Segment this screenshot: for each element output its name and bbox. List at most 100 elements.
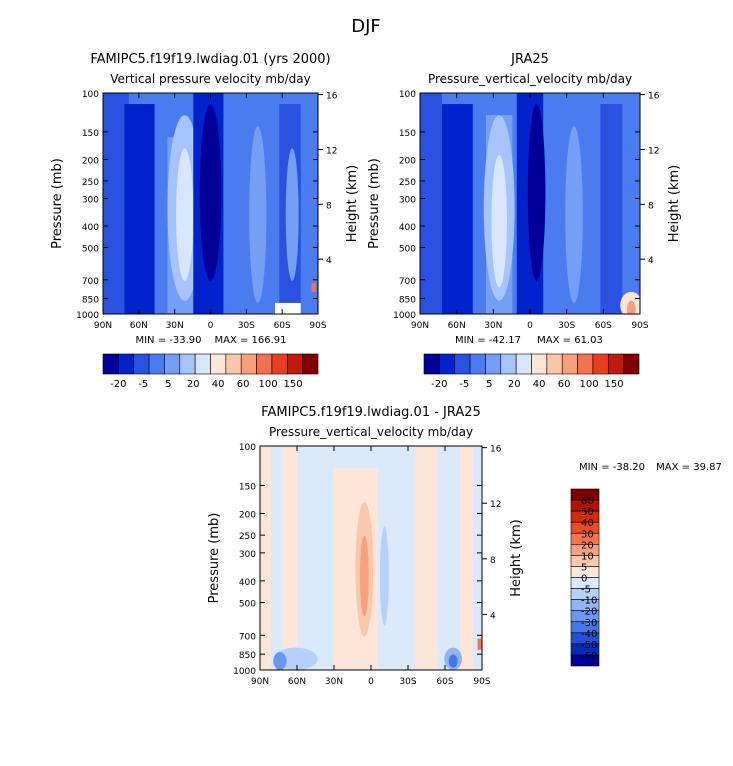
colorbar-label: 150 xyxy=(283,379,302,390)
colorbar-swatch xyxy=(302,353,319,375)
y-tick-label: 1000 xyxy=(393,311,416,321)
x-tick-label: 90N xyxy=(411,321,429,331)
min-label: MIN = -38.20 xyxy=(579,462,645,473)
contour-region xyxy=(282,446,298,670)
colorbar-label: 20 xyxy=(508,379,521,390)
contour-region xyxy=(359,535,369,617)
colorbar-label: 40 xyxy=(533,379,546,390)
y-tick-label: 100 xyxy=(399,90,416,100)
chart-subtitle: Vertical pressure velocity mb/day xyxy=(110,72,311,86)
x-tick-label: 30N xyxy=(484,321,502,331)
colorbar-label: 100 xyxy=(580,379,599,390)
y2-tick-label: 4 xyxy=(648,256,654,266)
y-tick-label: 150 xyxy=(82,129,99,139)
chart-title: FAMIPC5.f19f19.lwdiag.01 - JRA25 xyxy=(261,405,481,420)
colorbar-swatch xyxy=(286,353,303,375)
colorbar-label: 40 xyxy=(581,518,594,529)
y-tick-label: 100 xyxy=(239,443,256,453)
colorbar-label: 40 xyxy=(212,379,225,390)
y-tick-label: 300 xyxy=(239,550,256,560)
min-label: MIN = -33.90 xyxy=(135,335,201,346)
contour-region xyxy=(124,104,155,314)
x-tick-label: 90S xyxy=(309,321,326,331)
y-tick-label: 250 xyxy=(399,178,416,188)
x-tick-label: 60N xyxy=(448,321,466,331)
colorbar-label: -20 xyxy=(110,379,126,390)
x-tick-label: 30S xyxy=(238,321,255,331)
contour-region xyxy=(600,104,623,314)
y2-tick-label: 12 xyxy=(326,146,337,156)
colorbar-label: -40 xyxy=(581,629,597,640)
colorbar-label: -5 xyxy=(138,379,148,390)
x-tick-label: 30N xyxy=(325,677,343,687)
y-tick-label: 400 xyxy=(82,223,99,233)
x-tick-label: 30S xyxy=(399,677,416,687)
y-tick-label: 850 xyxy=(399,295,416,305)
colorbar-swatch xyxy=(164,353,181,375)
colorbar-label: 20 xyxy=(581,540,594,551)
x-tick-label: 60S xyxy=(274,321,291,331)
colorbar-label: 60 xyxy=(581,496,594,507)
x-tick-label: 90N xyxy=(94,321,112,331)
x-tick-label: 30S xyxy=(558,321,575,331)
chart-subtitle: Pressure_vertical_velocity mb/day xyxy=(269,425,473,439)
colorbar: -20 -5 5 20 40 60 100 150 xyxy=(102,353,319,390)
contour-region xyxy=(448,654,458,668)
chart-diff: FAMIPC5.f19f19.lwdiag.01 - JRA25 Pressure… xyxy=(207,405,722,687)
colorbar-swatch xyxy=(607,353,624,375)
y-tick-label: 400 xyxy=(239,578,256,588)
contour-region xyxy=(527,104,546,281)
x-tick-label: 0 xyxy=(368,677,374,687)
chart-title: JRA25 xyxy=(510,52,549,67)
colorbar-swatch xyxy=(210,353,227,375)
colorbar-swatch xyxy=(179,353,196,375)
colorbar-label: 60 xyxy=(558,379,571,390)
contour-region xyxy=(459,446,474,670)
y2-tick-label: 8 xyxy=(490,556,496,566)
contour-region xyxy=(260,446,272,670)
y2-tick-label: 16 xyxy=(648,92,660,102)
contour-region xyxy=(176,148,194,281)
contour-region xyxy=(249,126,267,303)
y2-axis-label: Height (km) xyxy=(509,519,524,596)
x-tick-label: 30N xyxy=(166,321,184,331)
x-tick-label: 0 xyxy=(208,321,214,331)
y-tick-label: 700 xyxy=(399,277,416,287)
contour-region xyxy=(227,119,250,314)
colorbar-swatch xyxy=(454,353,471,375)
y-tick-label: 200 xyxy=(239,510,256,520)
chart-subtitle: Pressure_vertical_velocity mb/day xyxy=(428,72,632,86)
field-model xyxy=(103,93,318,314)
y2-tick-label: 4 xyxy=(326,256,332,266)
y-tick-label: 850 xyxy=(82,295,99,305)
contour-region xyxy=(565,126,583,303)
colorbar-swatch xyxy=(469,353,486,375)
contour-region xyxy=(199,104,222,281)
colorbar-swatch xyxy=(439,353,456,375)
y-tick-label: 500 xyxy=(82,244,99,254)
colorbar-swatch xyxy=(423,353,440,375)
colorbar-label: -60 xyxy=(581,651,597,662)
contour-region xyxy=(491,154,507,288)
colorbar-label: -20 xyxy=(431,379,447,390)
colorbar-label: 30 xyxy=(581,529,594,540)
x-tick-label: 60S xyxy=(595,321,612,331)
colorbar-label: 5 xyxy=(581,562,587,573)
y2-tick-label: 4 xyxy=(490,611,496,621)
contour-region xyxy=(626,300,636,314)
field-diff xyxy=(260,446,482,670)
y-tick-label: 250 xyxy=(239,532,256,542)
colorbar-label: -5 xyxy=(581,585,591,596)
colorbar-swatch xyxy=(515,353,532,375)
colorbar-swatch xyxy=(133,353,150,375)
y2-axis-label: Height (km) xyxy=(345,165,360,242)
colorbar-label: -10 xyxy=(581,596,597,607)
colorbar-swatch xyxy=(256,353,273,375)
y-tick-label: 1000 xyxy=(233,667,256,677)
colorbar-swatch xyxy=(271,353,288,375)
y2-tick-label: 8 xyxy=(326,201,332,211)
y-axis-label: Pressure (mb) xyxy=(50,158,65,249)
x-tick-label: 90S xyxy=(631,321,648,331)
colorbar-label: 5 xyxy=(486,379,492,390)
